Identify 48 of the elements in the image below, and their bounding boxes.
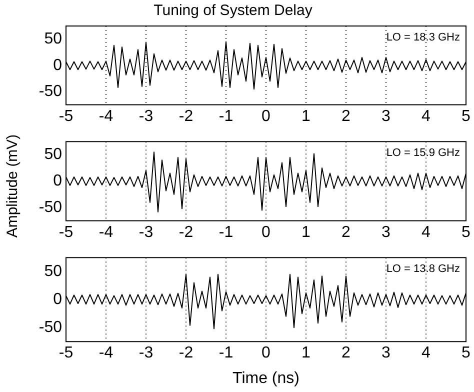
x-tick-label: 3 <box>382 344 391 362</box>
chart-title: Tuning of System Delay <box>154 2 313 20</box>
x-tick-label: 0 <box>262 224 271 241</box>
y-tick-label: -50 <box>38 319 62 336</box>
y-tick-label: 0 <box>53 172 62 190</box>
x-tick-label: 2 <box>342 224 351 241</box>
x-tick-label: -5 <box>58 108 74 125</box>
x-tick-label: -4 <box>98 344 114 362</box>
x-tick-label: 2 <box>342 108 351 125</box>
x-tick-label: -5 <box>58 344 74 362</box>
x-tick-label: -3 <box>138 108 154 125</box>
x-tick-label: 2 <box>342 344 351 362</box>
y-tick-label: -50 <box>38 83 62 100</box>
y-tick-label: 50 <box>44 263 62 280</box>
x-tick-label: 1 <box>302 224 311 241</box>
y-tick-label: -50 <box>38 199 62 216</box>
x-tick-label: 5 <box>462 224 471 241</box>
x-tick-label: -1 <box>218 344 234 362</box>
y-tick-label: 0 <box>53 291 62 308</box>
x-tick-label: 4 <box>422 344 431 362</box>
x-tick-label: -2 <box>178 224 194 241</box>
annotation: LO = 13.8 GHz <box>386 263 460 276</box>
x-tick-label: 3 <box>382 224 391 241</box>
x-tick-label: 4 <box>422 224 431 241</box>
x-tick-label: -4 <box>98 224 114 241</box>
x-tick-label: -1 <box>218 108 234 125</box>
x-tick-label: 0 <box>262 344 271 362</box>
y-tick-label: 50 <box>44 30 62 48</box>
y-tick-label: 50 <box>44 146 62 164</box>
x-tick-label: -3 <box>138 344 154 362</box>
x-tick-label: -3 <box>138 224 154 241</box>
x-tick-label: 1 <box>302 108 311 125</box>
annotation: LO = 15.9 GHz <box>386 147 460 160</box>
x-tick-label: -2 <box>178 344 194 362</box>
x-tick-label: 1 <box>302 344 311 362</box>
x-tick-label: 0 <box>262 108 271 125</box>
x-tick-label: 5 <box>462 108 471 125</box>
annotation: LO = 18.3 GHz <box>386 32 460 44</box>
y-tick-label: 0 <box>53 56 62 74</box>
x-tick-label: -5 <box>58 224 74 241</box>
x-tick-label: -4 <box>98 108 114 125</box>
y-axis-title: Amplitude (mV) <box>4 134 22 238</box>
x-tick-label: 4 <box>422 108 431 125</box>
x-tick-label: 3 <box>382 108 391 125</box>
x-axis-title: Time (ns) <box>232 370 300 387</box>
x-tick-label: -1 <box>218 224 234 241</box>
x-tick-label: -2 <box>178 108 194 125</box>
x-tick-label: 5 <box>462 344 471 362</box>
